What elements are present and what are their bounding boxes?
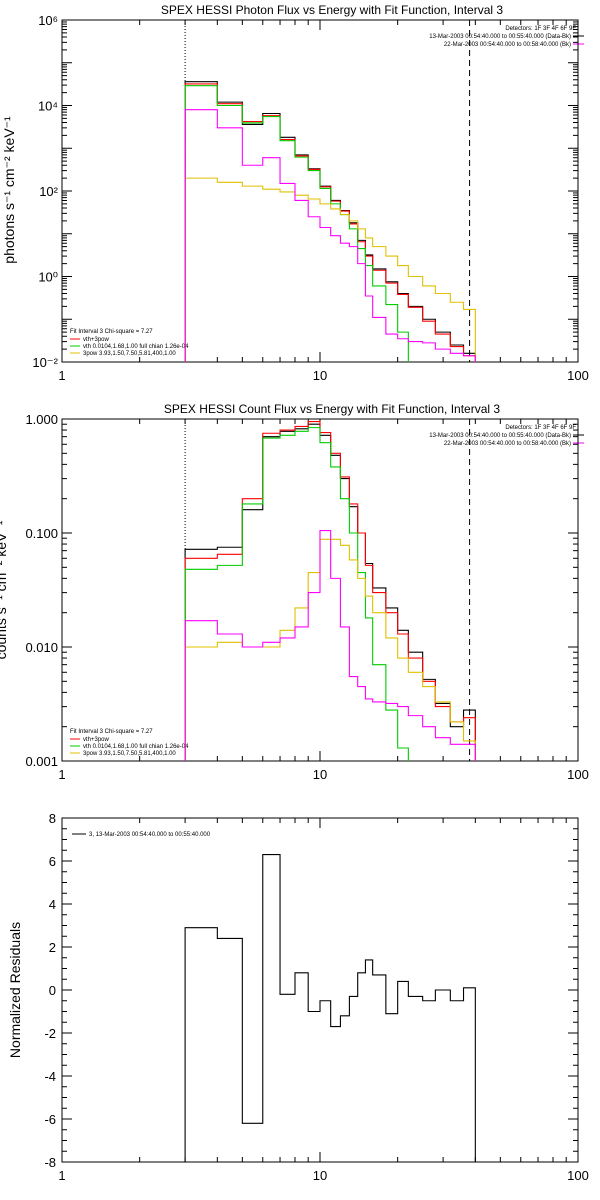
legend-total-entry: vth+3pow [83, 337, 110, 343]
x-tick-label: 10 [313, 368, 327, 383]
residuals-ylabel: Normalized Residuals [7, 922, 23, 1058]
count-flux-panel: SPEX HESSI Count Flux vs Energy with Fit… [0, 402, 589, 782]
legend-detectors: Detectors: 1F 3F 4F 6F 9F [505, 26, 576, 32]
legend-bk-entry-2: 22-Mar-2003 00:54:40.000 to 00:58:40.000… [444, 441, 571, 447]
series-group [184, 854, 476, 1162]
y-tick-label: 0.100 [25, 526, 58, 541]
plot-frame [61, 817, 579, 1163]
residuals-panel: Normalized Residuals 3, 13-Mar-2003 00:5… [7, 811, 589, 1183]
fit-interval-label-2: Fit Interval 3 Chi-square = 7.27 [70, 729, 153, 735]
y-tick-label: -6 [44, 1112, 56, 1127]
photon-flux-ylabel: photons s⁻¹ cm⁻² keV⁻¹ [1, 116, 17, 264]
y-tick-label: 2 [49, 940, 56, 955]
series-vth-3pow [184, 420, 476, 761]
series-vth [184, 85, 409, 362]
count-flux-ylabel: counts s⁻¹ cm⁻² keV⁻¹ [0, 520, 9, 659]
x-tick-label: 100 [567, 368, 589, 383]
y-tick-label: 6 [49, 854, 56, 869]
legend-total-entry-2: vth+3pow [83, 737, 110, 743]
legend-data-entry: 13-Mar-2003 00:54:40.000 to 00:55:40.000… [429, 34, 571, 40]
y-tick-label: 10⁴ [38, 99, 58, 114]
series-3-13-mar-2003-00-54-40-000-to- [184, 854, 476, 1162]
legend-data-entry-2: 13-Mar-2003 00:54:40.000 to 00:55:40.000… [429, 433, 571, 439]
y-tick-label: 8 [49, 811, 56, 826]
y-tick-label: 0.001 [25, 754, 58, 769]
y-tick-label: -2 [44, 1026, 56, 1041]
x-tick-label: 1 [58, 767, 65, 782]
fit-interval-label: Fit Interval 3 Chi-square = 7.27 [70, 329, 153, 335]
y-tick-label: 1.000 [25, 412, 58, 427]
y-tick-label: 10² [39, 184, 58, 199]
series-group [184, 420, 476, 761]
y-tick-label: 4 [49, 897, 56, 912]
y-tick-label: 10⁻² [32, 355, 58, 370]
legend-3pow-entry-2: 3pow 3.93,1.50,7.50,5.81,400,1.00 [83, 751, 176, 757]
series-13-mar-2003-00-54-40-000-to-00 [184, 81, 476, 362]
y-tick-label: -8 [44, 1155, 56, 1170]
y-tick-label: -4 [44, 1069, 56, 1084]
count-flux-title: SPEX HESSI Count Flux vs Energy with Fit… [164, 402, 500, 416]
x-tick-label: 1 [58, 1168, 65, 1183]
plot-frame [61, 19, 579, 363]
x-tick-label: 1 [58, 368, 65, 383]
x-tick-label: 10 [313, 767, 327, 782]
x-tick-label: 10 [313, 1168, 327, 1183]
legend-bk-entry: 22-Mar-2003 00:54:40.000 to 00:58:40.000… [444, 42, 571, 48]
y-tick-label: 0 [49, 983, 56, 998]
y-tick-label: 0.010 [25, 640, 58, 655]
legend-vth-entry: vth 0.0104,1.68,1.00 full chian 1.26e-04 [83, 344, 189, 350]
series-3pow [184, 538, 476, 761]
legend-vth-entry-2: vth 0.0104,1.68,1.00 full chian 1.26e-04 [83, 744, 189, 750]
x-tick-label: 100 [567, 767, 589, 782]
y-tick-label: 10⁰ [38, 270, 58, 285]
series-22-mar-2003-00-54-40-000-to-00 [184, 109, 476, 362]
legend-detectors-2: Detectors: 1F 3F 4F 6F 9F [505, 425, 576, 431]
series-22-mar-2003-00-54-40-000-to-00 [184, 530, 476, 761]
series-3pow [184, 177, 476, 362]
series-13-mar-2003-00-54-40-000-to-00 [184, 423, 476, 761]
photon-flux-title: SPEX HESSI Photon Flux vs Energy with Fi… [161, 3, 503, 17]
legend-residual-entry: 3, 13-Mar-2003 00:54:40.000 to 00:55:40.… [89, 832, 211, 838]
x-tick-label: 100 [567, 1168, 589, 1183]
photon-flux-panel: SPEX HESSI Photon Flux vs Energy with Fi… [1, 3, 589, 383]
y-tick-label: 10⁶ [38, 13, 58, 28]
legend-3pow-entry: 3pow 3.93,1.50,7.50,5.81,400,1.00 [83, 351, 176, 357]
series-group [184, 81, 476, 362]
series-vth-3pow [184, 83, 476, 362]
series-vth [184, 427, 409, 761]
